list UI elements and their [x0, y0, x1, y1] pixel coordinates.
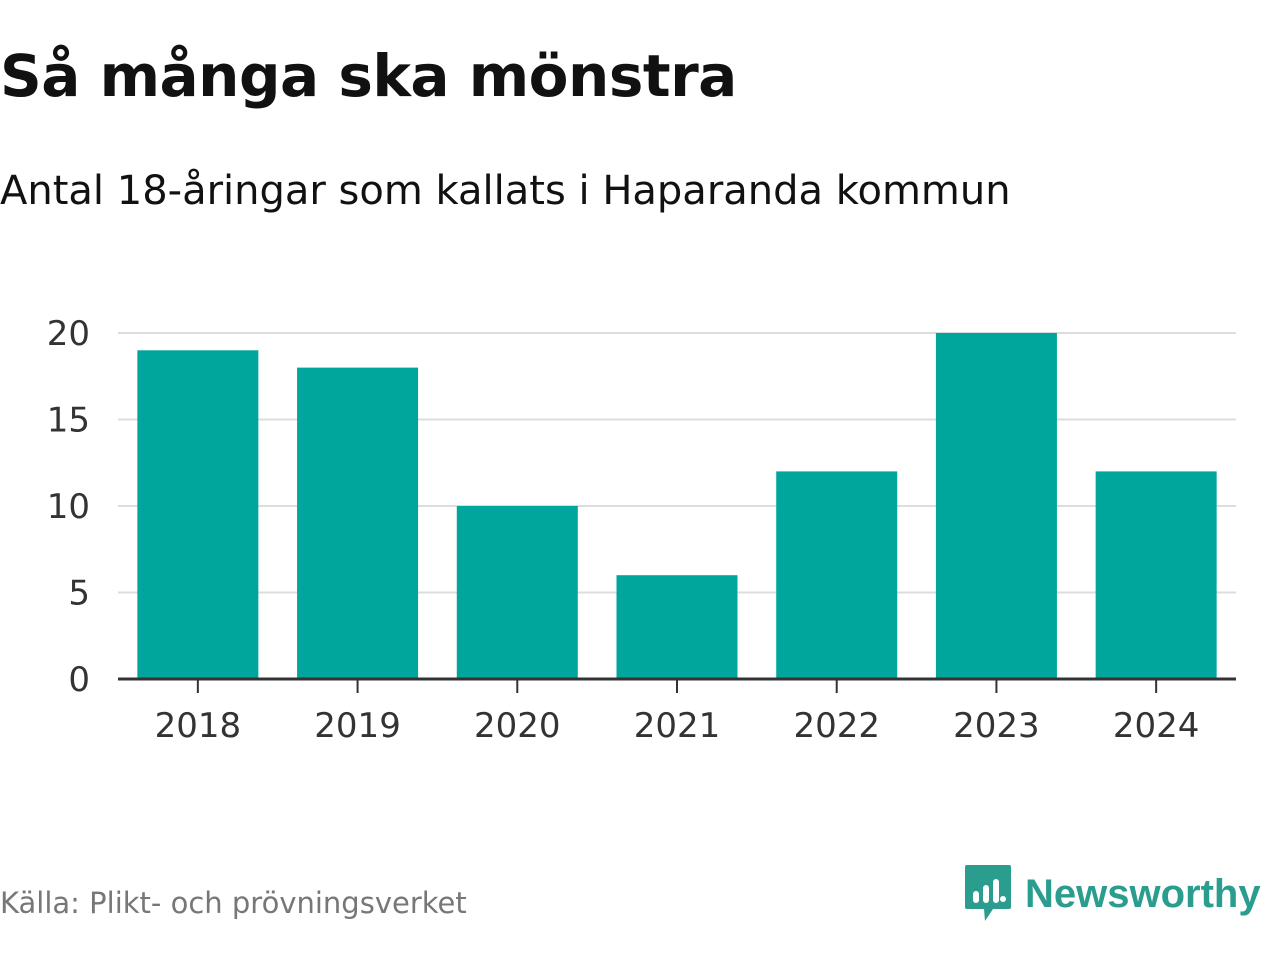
bar — [1095, 471, 1217, 679]
chart-title: Så många ska mönstra — [0, 42, 737, 110]
x-tick-label: 2021 — [634, 706, 721, 746]
newsworthy-logo-icon — [965, 865, 1011, 921]
bar — [137, 350, 259, 679]
bar — [776, 471, 898, 679]
bar — [297, 367, 419, 679]
x-tick-label: 2022 — [793, 706, 880, 746]
bar — [456, 506, 578, 679]
chart-subtitle: Antal 18-åringar som kallats i Haparanda… — [0, 168, 1011, 214]
x-tick-label: 2024 — [1113, 706, 1200, 746]
newsworthy-brand: Newsworthy — [963, 862, 1261, 926]
y-tick-label: 20 — [47, 314, 90, 354]
y-tick-label: 10 — [47, 487, 90, 527]
x-tick-label: 2023 — [953, 706, 1040, 746]
x-tick-label: 2019 — [314, 706, 401, 746]
y-tick-label: 0 — [68, 660, 90, 700]
y-tick-label: 5 — [68, 574, 90, 614]
bar — [616, 575, 738, 679]
brand-name: Newsworthy — [1025, 871, 1261, 916]
x-tick-label: 2018 — [155, 706, 242, 746]
y-tick-label: 15 — [47, 401, 90, 441]
source-note: Källa: Plikt- och prövningsverket — [0, 886, 467, 920]
bar — [935, 333, 1057, 679]
x-tick-label: 2020 — [474, 706, 561, 746]
